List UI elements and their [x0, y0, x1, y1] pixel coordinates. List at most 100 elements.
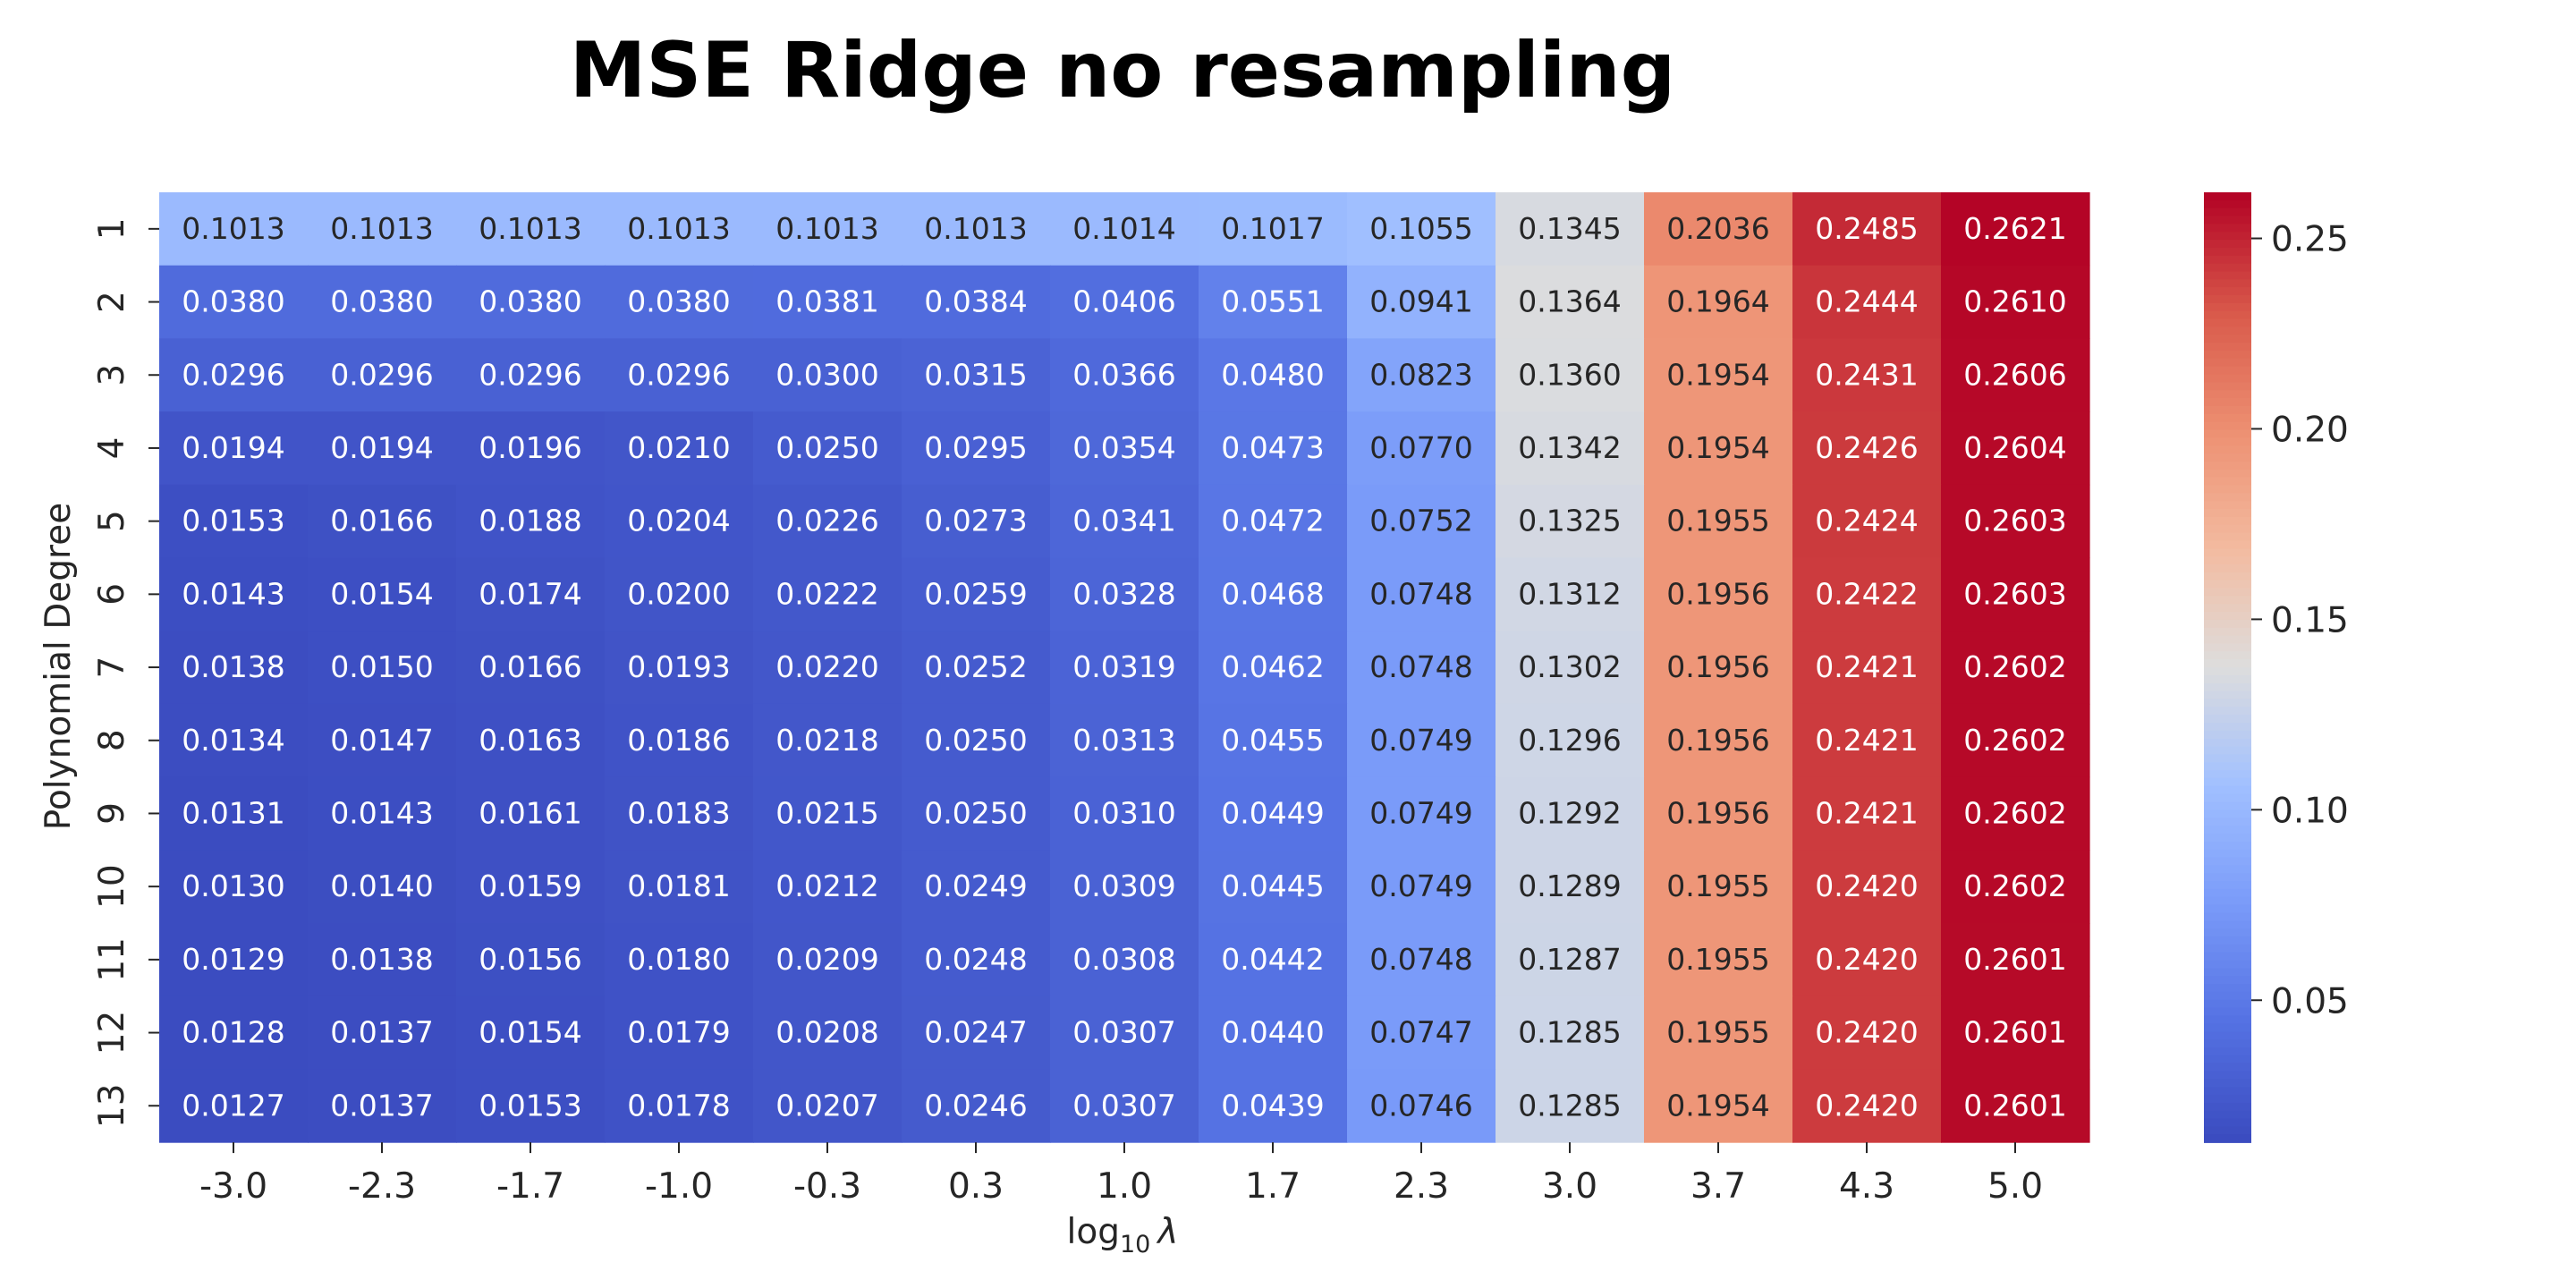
y-tick-label: 7 [92, 657, 132, 679]
cell-value-label: 0.0380 [627, 284, 730, 319]
cell-value-label: 0.0218 [775, 723, 878, 758]
heatmap-cell [605, 923, 754, 997]
cell-value-label: 0.0406 [1072, 284, 1175, 319]
cell-value-label: 0.0143 [182, 576, 284, 611]
cell-value-label: 0.1013 [479, 211, 581, 246]
cell-value-label: 0.0222 [775, 576, 878, 611]
colorbar-segment [2204, 1055, 2251, 1064]
heatmap-cell [1792, 557, 1942, 631]
heatmap-cell [1792, 923, 1942, 997]
colorbar-segment [2204, 216, 2251, 225]
heatmap-cell [308, 192, 457, 267]
heatmap-cell [1941, 1069, 2090, 1143]
colorbar-segment [2204, 667, 2251, 676]
cell-value-label: 0.0250 [775, 430, 878, 465]
cell-value-label: 0.1955 [1666, 1015, 1769, 1050]
cell-value-label: 0.1055 [1369, 211, 1472, 246]
cell-value-label: 0.1013 [330, 211, 433, 246]
heatmap-cell [1199, 923, 1348, 997]
cell-value-label: 0.0210 [627, 430, 730, 465]
cell-value-label: 0.0138 [330, 942, 433, 977]
heatmap-cell [902, 776, 1051, 851]
cell-value-label: 0.0193 [627, 649, 730, 684]
cell-value-label: 0.0209 [775, 942, 878, 977]
colorbar-segment [2204, 413, 2251, 423]
cell-value-label: 0.0307 [1072, 1015, 1175, 1050]
cell-value-label: 0.0156 [479, 942, 581, 977]
heatmap-cell [1199, 631, 1348, 705]
heatmap-cell [456, 1069, 606, 1143]
x-axis-label-subscript: 10 [1120, 1231, 1150, 1258]
colorbar-segment [2204, 762, 2251, 771]
heatmap-cells [159, 192, 2090, 1143]
colorbar-segment [2204, 754, 2251, 764]
colorbar-tick-label: 0.25 [2271, 220, 2349, 260]
colorbar-segment [2204, 881, 2251, 890]
colorbar-segment [2204, 960, 2251, 970]
cell-value-label: 0.0462 [1221, 649, 1324, 684]
heatmap-cell [1347, 192, 1496, 267]
heatmap-cell [1644, 923, 1793, 997]
cell-value-label: 0.1954 [1666, 1088, 1769, 1123]
cell-value-label: 0.0252 [924, 649, 1027, 684]
colorbar-segment [2204, 548, 2251, 557]
colorbar-segment [2204, 1094, 2251, 1104]
cell-value-label: 0.0749 [1369, 723, 1472, 758]
y-tick-label: 1 [92, 217, 132, 240]
heatmap-cell [1941, 631, 2090, 705]
heatmap-cell [1347, 996, 1496, 1070]
colorbar-segment [2204, 659, 2251, 668]
heatmap-cell [902, 484, 1051, 559]
heatmap-cell [159, 631, 309, 705]
colorbar-segment [2204, 1015, 2251, 1025]
y-tick-label: 2 [92, 291, 132, 313]
cell-value-label: 0.0147 [330, 723, 433, 758]
heatmap-cell [1347, 850, 1496, 924]
heatmap-cell [753, 703, 902, 778]
x-axis-label: log10 λ [1067, 1212, 1179, 1258]
cell-value-label: 0.0296 [330, 357, 433, 392]
heatmap-cell [902, 631, 1051, 705]
cell-value-label: 0.2420 [1815, 942, 1918, 977]
cell-value-label: 0.0163 [479, 723, 581, 758]
cell-value-label: 0.1013 [182, 211, 284, 246]
cell-value-label: 0.2431 [1815, 357, 1918, 392]
colorbar-segment [2204, 343, 2251, 352]
cell-value-label: 0.0196 [479, 430, 581, 465]
cell-value-label: 0.0215 [775, 795, 878, 830]
colorbar-segment [2204, 1071, 2251, 1080]
heatmap-cell [1199, 338, 1348, 412]
heatmap-cell [1941, 850, 2090, 924]
cell-value-label: 0.0295 [924, 430, 1027, 465]
colorbar-segment [2204, 976, 2251, 985]
cell-value-label: 0.2036 [1666, 211, 1769, 246]
heatmap-cell [902, 850, 1051, 924]
heatmap-cell [1347, 703, 1496, 778]
heatmap-cell [308, 631, 457, 705]
y-tick-label: 12 [92, 1011, 132, 1055]
colorbar-segment [2204, 437, 2251, 447]
heatmap-cell [902, 411, 1051, 486]
heatmap-cell [308, 776, 457, 851]
colorbar-segment [2204, 674, 2251, 684]
heatmap-cell [1792, 631, 1942, 705]
colorbar-segment [2204, 532, 2251, 542]
x-tick-label: -0.3 [793, 1166, 861, 1207]
cell-value-label: 0.0137 [330, 1088, 433, 1123]
cell-value-label: 0.0300 [775, 357, 878, 392]
cell-value-label: 0.2421 [1815, 723, 1918, 758]
heatmap-cell [1050, 703, 1199, 778]
heatmap-cell [1792, 484, 1942, 559]
heatmap-cell [605, 557, 754, 631]
colorbar-segment [2204, 904, 2251, 914]
cell-value-label: 0.2603 [1963, 576, 2066, 611]
heatmap-cell [753, 265, 902, 339]
heatmap-cell [1199, 850, 1348, 924]
heatmap-cell [605, 850, 754, 924]
chart-title: MSE Ridge no resampling [570, 26, 1675, 115]
y-tick-label: 3 [92, 364, 132, 386]
colorbar-segment [2204, 746, 2251, 756]
heatmap-cell [605, 338, 754, 412]
heatmap-cell [1347, 1069, 1496, 1143]
cell-value-label: 0.0166 [479, 649, 581, 684]
